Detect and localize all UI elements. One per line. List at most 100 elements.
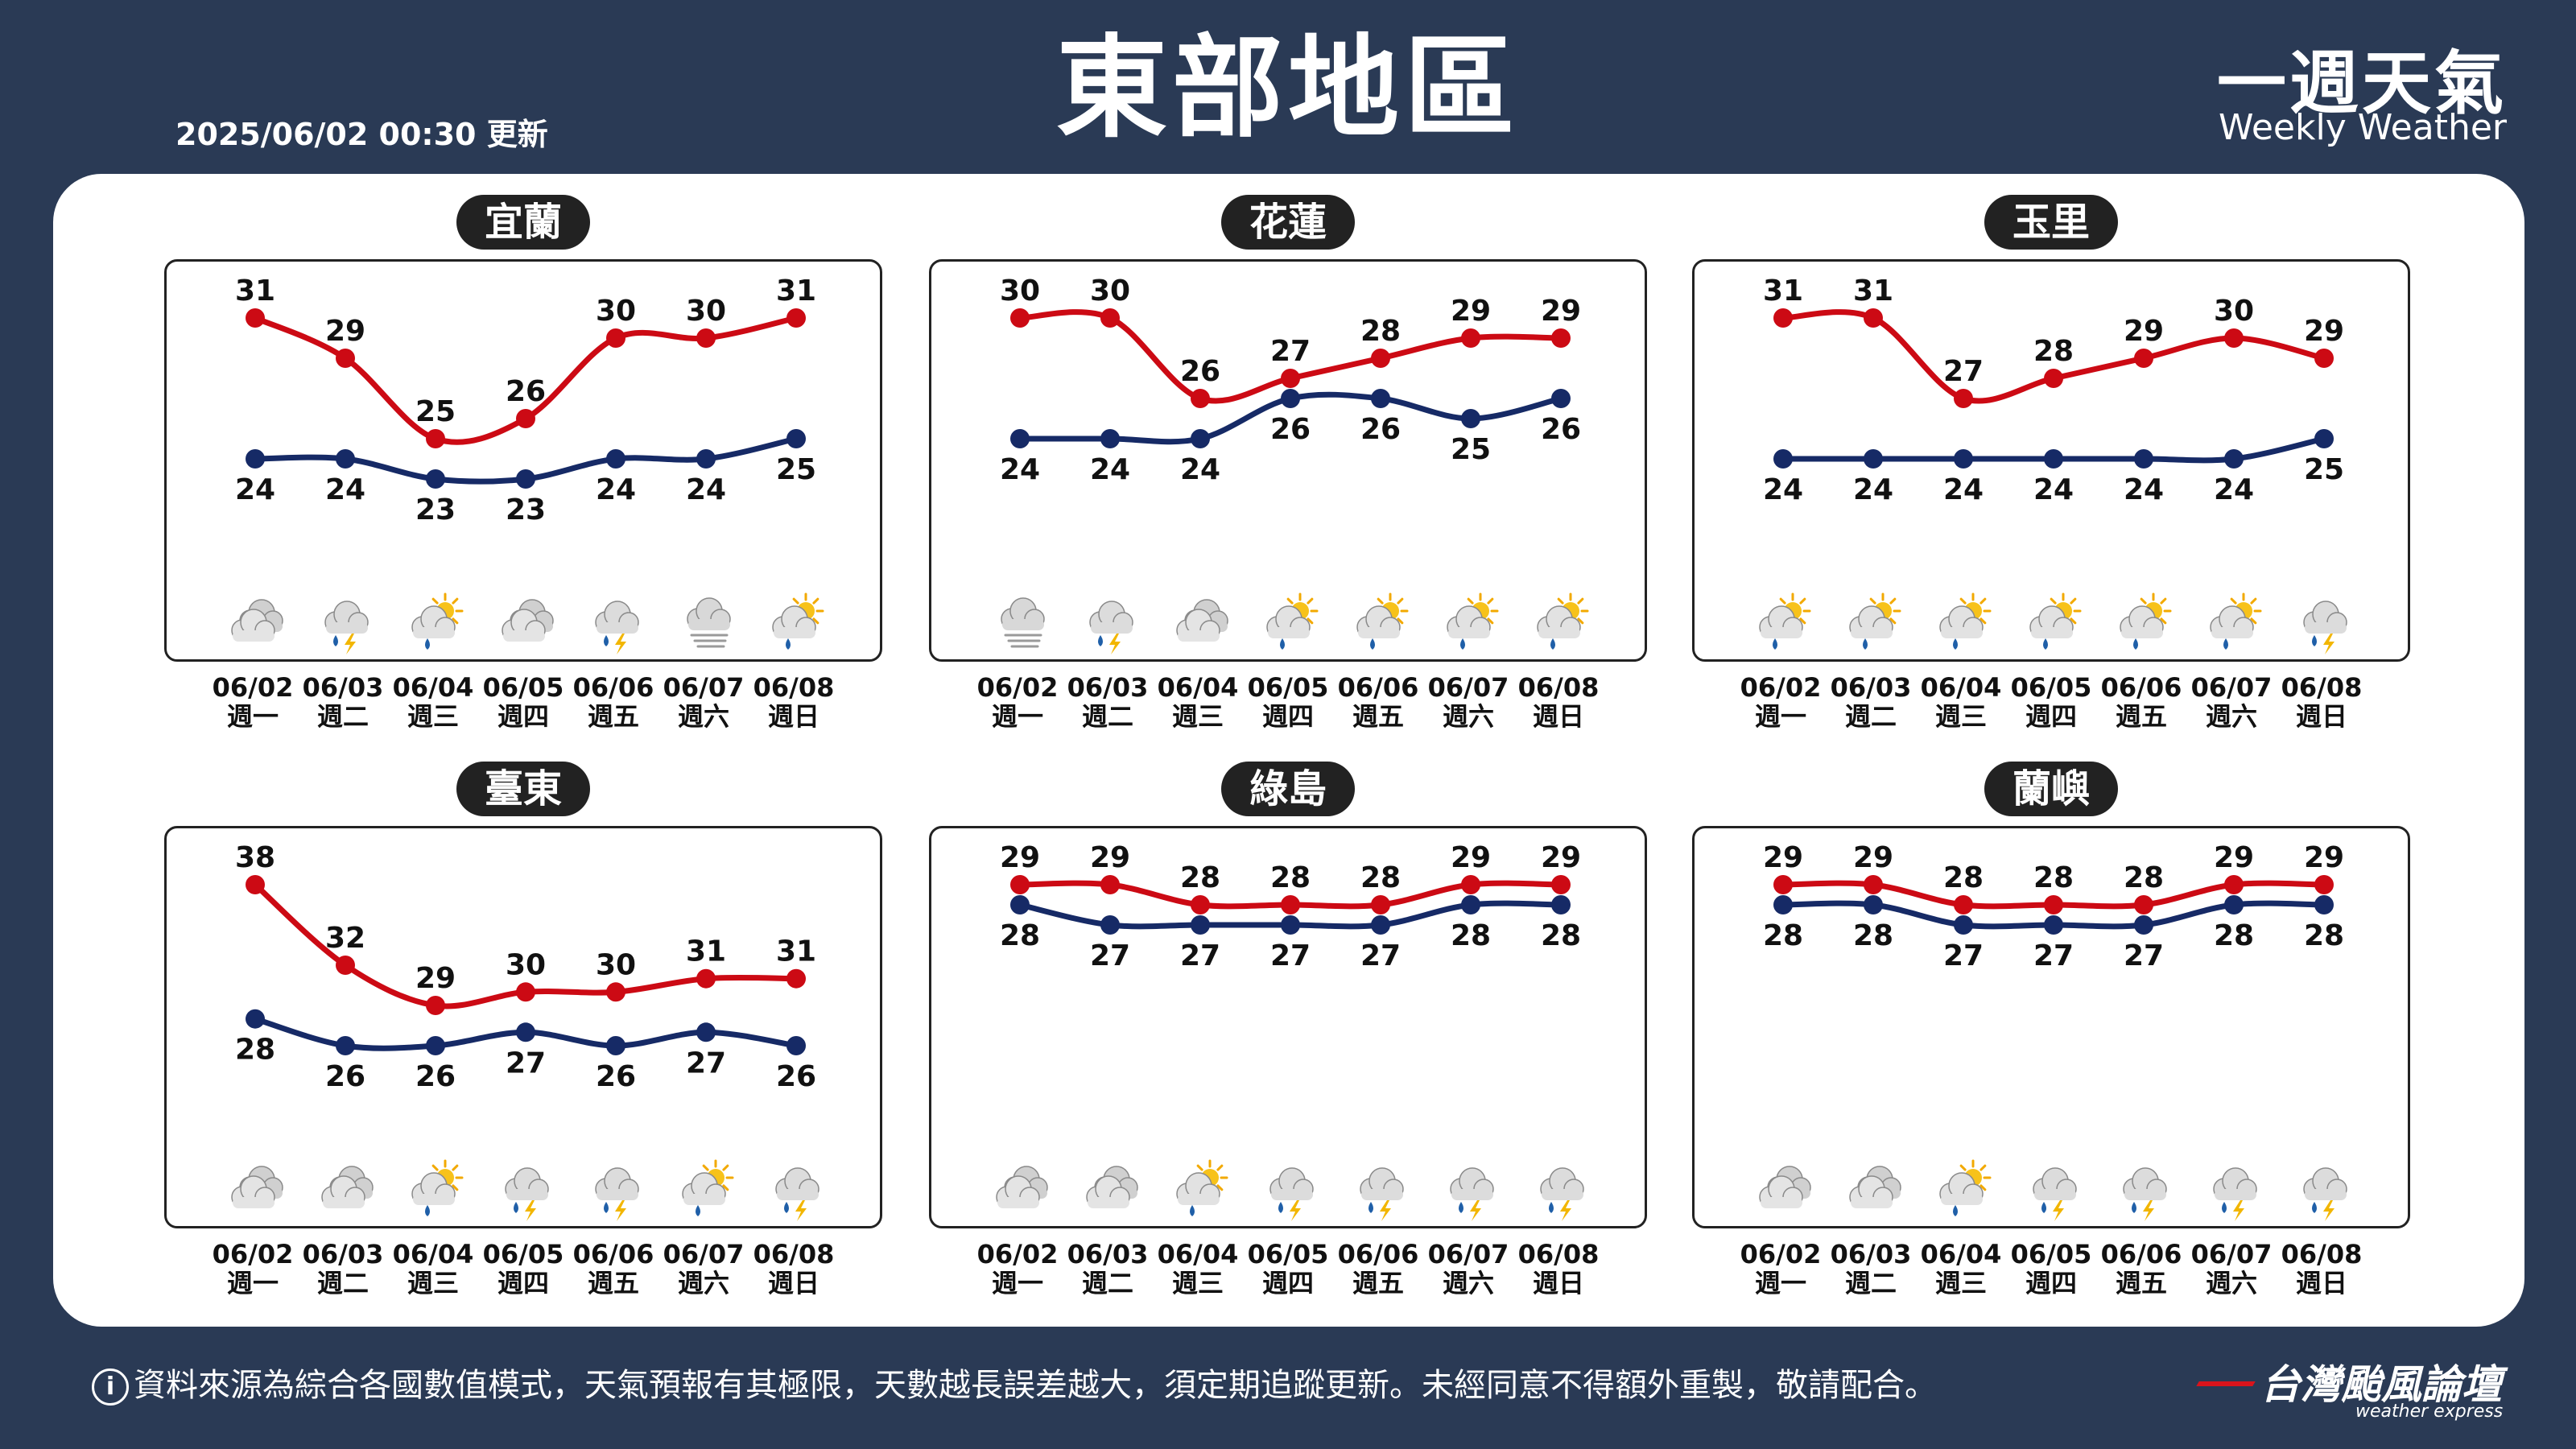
sun-cloud-rain-icon (1939, 592, 1992, 650)
thunder-rain-icon (775, 1167, 819, 1221)
low-temp-label: 28 (1451, 919, 1491, 952)
day-label: 06/08 週日 (749, 1240, 838, 1298)
station-5-chart: 29 29 28 28 28 29 29 28 27 27 27 27 28 28 (929, 826, 1647, 1228)
brand-subtitle: Weekly Weather (2218, 107, 2507, 148)
day-label: 06/03 週二 (1063, 673, 1152, 731)
day-label: 06/06 週五 (1334, 673, 1422, 731)
day-date: 06/02 (1740, 672, 1822, 703)
day-label: 06/02 週一 (208, 673, 297, 731)
cloudy-icon (1759, 1166, 1811, 1208)
day-weekday: 週三 (407, 701, 459, 732)
sun-cloud-rain-icon (1176, 1159, 1228, 1216)
high-temp-label: 30 (686, 295, 726, 328)
low-temp-label: 26 (1541, 413, 1581, 446)
thunder-rain-icon (2213, 1167, 2257, 1221)
thunder-rain-icon (2303, 1167, 2347, 1221)
high-temp-point (786, 308, 806, 328)
thunder-rain-icon (1450, 1167, 1494, 1221)
day-date: 06/07 (663, 672, 745, 703)
low-temp-label: 25 (2304, 453, 2344, 486)
station-6-chart: 29 29 28 28 28 29 29 28 28 27 27 27 28 28 (1692, 826, 2410, 1228)
day-date: 06/07 (2190, 672, 2273, 703)
low-temp-point (1551, 895, 1571, 914)
low-temp-point (1773, 895, 1793, 914)
station-1-chart: 31 29 25 26 30 30 31 24 24 23 23 24 24 25 (164, 259, 882, 662)
station-4-svg: 38 32 29 30 30 31 31 28 26 26 27 26 27 26 (231, 841, 819, 1221)
day-label: 06/03 週二 (1827, 673, 1915, 731)
day-weekday: 週二 (316, 701, 369, 732)
high-temp-point (1100, 308, 1120, 328)
day-label: 06/04 週三 (1917, 1240, 2005, 1298)
day-date: 06/03 (302, 1239, 384, 1269)
low-temp-label: 26 (325, 1060, 365, 1093)
day-weekday: 週日 (1532, 1268, 1584, 1298)
low-temp-label: 25 (776, 453, 816, 486)
sun-cloud-rain-icon (1939, 1159, 1992, 1216)
station-3-title: 玉里 (1984, 195, 2118, 250)
high-temp-label: 29 (1541, 295, 1581, 328)
high-temp-label: 28 (1360, 861, 1401, 894)
low-temp-point (246, 449, 265, 469)
high-temp-point (606, 982, 625, 1002)
station-5-title: 綠島 (1221, 762, 1355, 816)
high-temp-point (696, 328, 716, 348)
day-label: 06/03 週二 (299, 1240, 387, 1298)
cloudy-icon (321, 1166, 374, 1208)
day-date: 06/06 (1337, 1239, 1419, 1269)
day-label: 06/04 週三 (1154, 673, 1242, 731)
high-temp-label: 30 (506, 948, 546, 981)
high-temp-point (426, 996, 445, 1015)
high-temp-point (696, 968, 716, 989)
day-weekday: 週二 (1844, 1268, 1897, 1298)
low-temp-point (1281, 915, 1300, 935)
station-4-title: 臺東 (456, 762, 590, 816)
day-label: 06/05 週四 (2007, 673, 2095, 731)
low-temp-point (1954, 915, 1973, 935)
station-4-dates: 06/02 週一 06/03 週二 06/04 週三 06/05 週四 06/06 週五 06/07… (164, 1240, 882, 1309)
day-date: 06/05 (2010, 672, 2092, 703)
day-date: 06/03 (1067, 1239, 1149, 1269)
high-temp-point (2314, 349, 2334, 368)
high-temp-point (246, 308, 265, 328)
low-temp-point (2134, 915, 2153, 935)
day-weekday: 週三 (1171, 701, 1224, 732)
thunder-rain-icon (595, 601, 639, 654)
high-temp-label: 28 (1360, 315, 1401, 348)
day-date: 06/05 (1247, 672, 1329, 703)
day-label: 06/05 週四 (1244, 1240, 1332, 1298)
cloudy-icon (1176, 599, 1228, 642)
station-3-svg: 31 31 27 28 29 30 29 24 24 24 24 24 24 25 (1759, 275, 2347, 654)
station-6-dates: 06/02 週一 06/03 週二 06/04 週三 06/05 週四 06/06 週五 06/07… (1692, 1240, 2410, 1309)
day-weekday: 週日 (767, 701, 819, 732)
high-temp-label: 28 (1270, 861, 1311, 894)
day-date: 06/06 (572, 672, 654, 703)
high-temp-label: 29 (2214, 841, 2254, 874)
page-title: 東部地區 (1055, 23, 1520, 153)
day-weekday: 週六 (2205, 1268, 2257, 1298)
low-temp-point (606, 1036, 625, 1055)
high-temp-label: 29 (325, 315, 365, 348)
logo-subtitle: weather express (2355, 1402, 2504, 1422)
day-weekday: 週四 (2025, 701, 2077, 732)
station-2-dates: 06/02 週一 06/03 週二 06/04 週三 06/05 週四 06/06 週五 06/07… (929, 673, 1647, 742)
day-weekday: 週五 (587, 701, 639, 732)
day-date: 06/04 (1920, 1239, 2002, 1269)
low-temp-point (696, 1022, 716, 1042)
low-temp-point (1864, 449, 1883, 469)
low-temp-point (2044, 449, 2063, 469)
low-temp-label: 27 (1090, 939, 1130, 972)
high-temp-point (1191, 389, 1210, 408)
high-temp-point (1773, 308, 1793, 328)
day-weekday: 週一 (226, 1268, 279, 1298)
day-date: 06/02 (1740, 1239, 1822, 1269)
station-6-svg: 29 29 28 28 28 29 29 28 28 27 27 27 28 28 (1759, 841, 2347, 1221)
low-temp-label: 26 (776, 1060, 816, 1093)
logo: 台灣颱風論壇 (2260, 1361, 2502, 1408)
low-temp-point (1773, 449, 1793, 469)
day-date: 06/02 (212, 1239, 294, 1269)
day-date: 06/04 (392, 1239, 474, 1269)
high-temp-point (1010, 308, 1030, 328)
high-temp-label: 31 (776, 935, 816, 968)
cloudy-icon (1849, 1166, 1901, 1208)
sun-cloud-rain-icon (1447, 592, 1499, 650)
